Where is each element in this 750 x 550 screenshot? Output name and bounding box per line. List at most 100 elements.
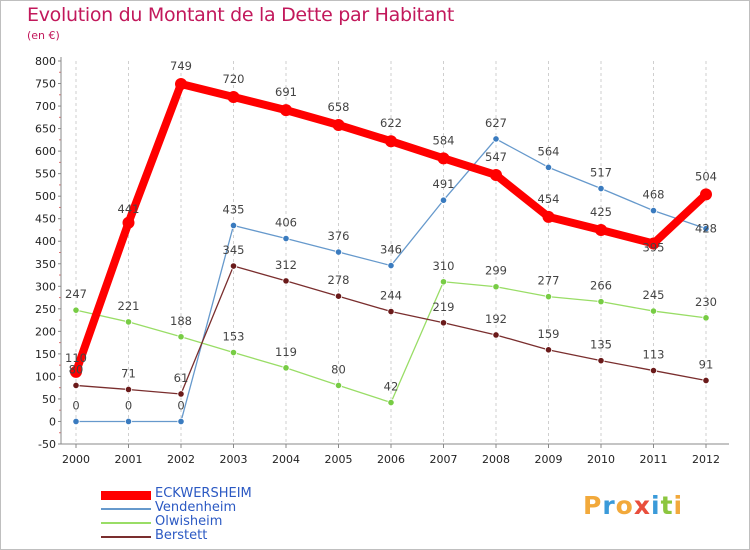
y-tick-label-700: 700 — [35, 100, 56, 113]
point-vendenheim-2009 — [544, 163, 553, 171]
data-label-berstett-2010: 135 — [590, 338, 612, 352]
y-tick-label-200: 200 — [35, 325, 56, 338]
proxiti-logo: Proxiti — [583, 491, 683, 520]
point-berstett-2008 — [492, 331, 500, 339]
point-vendenheim-2000 — [72, 417, 80, 426]
legend-swatch — [101, 536, 151, 538]
x-tick-label-2008: 2008 — [482, 453, 510, 466]
data-label-eckwersheim-2010: 425 — [590, 205, 612, 219]
data-label-eckwersheim-2009: 454 — [538, 192, 560, 206]
x-tick-label-2003: 2003 — [220, 453, 248, 466]
point-eckwersheim-2007 — [437, 152, 450, 165]
legend-swatch — [101, 491, 151, 500]
x-tick-label-2002: 2002 — [167, 453, 195, 466]
x-tick-label-2011: 2011 — [640, 453, 668, 466]
data-label-eckwersheim-2007: 584 — [433, 133, 455, 147]
data-label-eckwersheim-2006: 622 — [380, 116, 402, 130]
x-tick-label-2005: 2005 — [325, 453, 353, 466]
point-olwisheim-2006 — [387, 398, 395, 407]
point-vendenheim-2003 — [229, 221, 238, 230]
point-eckwersheim-2002 — [175, 77, 187, 90]
point-olwisheim-2009 — [544, 293, 553, 301]
point-berstett-2000 — [72, 381, 80, 390]
x-tick-label-2006: 2006 — [377, 453, 405, 466]
data-label-vendenheim-2003: 435 — [223, 202, 245, 216]
y-tick-label-550: 550 — [35, 168, 56, 181]
point-olwisheim-2011 — [649, 307, 658, 315]
data-label-olwisheim-2010: 266 — [590, 279, 612, 293]
point-olwisheim-2001 — [124, 318, 133, 326]
data-label-eckwersheim-2003: 720 — [223, 72, 245, 86]
legend-swatch — [101, 508, 151, 510]
point-berstett-2007 — [439, 319, 448, 327]
y-tick-label-300: 300 — [35, 280, 56, 293]
logo-letter: i — [673, 491, 684, 520]
data-label-vendenheim-2012: 428 — [695, 222, 717, 236]
logo-letter: t — [660, 491, 674, 520]
data-label-vendenheim-2002: 0 — [177, 398, 184, 412]
data-label-olwisheim-2012: 230 — [695, 295, 717, 309]
data-label-berstett-2005: 278 — [328, 273, 350, 287]
y-tick-label-650: 650 — [35, 123, 56, 136]
legend-label: Vendenheim — [155, 500, 237, 515]
data-label-berstett-2006: 244 — [380, 289, 402, 303]
point-vendenheim-2012 — [702, 225, 710, 233]
point-berstett-2001 — [124, 385, 133, 394]
data-label-eckwersheim-2000: 110 — [65, 351, 87, 365]
data-label-vendenheim-2009: 564 — [538, 144, 560, 158]
legend-label: Berstett — [155, 528, 208, 543]
x-tick-label-2007: 2007 — [430, 453, 458, 466]
point-berstett-2004 — [282, 277, 290, 285]
point-olwisheim-2007 — [439, 278, 448, 286]
point-berstett-2005 — [334, 292, 343, 300]
y-tick-label-400: 400 — [35, 235, 56, 248]
data-label-berstett-2001: 71 — [121, 366, 136, 380]
data-label-vendenheim-2007: 491 — [433, 177, 455, 191]
point-eckwersheim-2003 — [227, 91, 240, 104]
y-tick-label-600: 600 — [35, 145, 56, 158]
x-tick-label-2010: 2010 — [587, 453, 615, 466]
y-tick-label-450: 450 — [35, 213, 56, 226]
data-label-olwisheim-2007: 310 — [433, 259, 455, 273]
y-tick-label-500: 500 — [35, 190, 56, 203]
y-tick-label-750: 750 — [35, 78, 56, 91]
point-eckwersheim-2011 — [647, 237, 660, 250]
data-label-vendenheim-2010: 517 — [590, 166, 612, 180]
point-olwisheim-2004 — [282, 364, 290, 372]
data-label-olwisheim-2000: 247 — [65, 287, 87, 301]
logo-letter: x — [633, 491, 651, 520]
data-label-berstett-2012: 91 — [699, 357, 714, 371]
y-tick-label-150: 150 — [35, 348, 56, 361]
data-label-berstett-2002: 61 — [174, 371, 189, 385]
data-label-olwisheim-2003: 153 — [223, 330, 245, 344]
x-tick-label-2004: 2004 — [272, 453, 300, 466]
point-olwisheim-2012 — [702, 314, 710, 322]
data-label-eckwersheim-2008: 547 — [485, 150, 507, 164]
point-olwisheim-2003 — [229, 348, 238, 357]
x-tick-label-2000: 2000 — [62, 453, 90, 466]
data-label-vendenheim-2004: 406 — [275, 216, 297, 230]
data-label-vendenheim-2005: 376 — [328, 229, 350, 243]
point-berstett-2011 — [649, 366, 658, 375]
data-label-olwisheim-2005: 80 — [331, 362, 346, 376]
data-label-olwisheim-2004: 119 — [275, 345, 297, 359]
y-tick-label-800: 800 — [35, 55, 56, 68]
y-tick-label--50: -50 — [38, 438, 56, 451]
data-label-eckwersheim-2005: 658 — [328, 100, 350, 114]
point-vendenheim-2001 — [124, 417, 133, 426]
data-label-olwisheim-2009: 277 — [538, 274, 560, 288]
point-eckwersheim-2000 — [70, 365, 82, 378]
data-label-berstett-2008: 192 — [485, 312, 507, 326]
data-label-eckwersheim-2004: 691 — [275, 85, 297, 99]
x-tick-label-2001: 2001 — [115, 453, 143, 466]
logo-letter: r — [602, 491, 616, 520]
data-label-vendenheim-2011: 468 — [643, 188, 665, 202]
chart-subtitle: (en €) — [27, 29, 60, 42]
point-eckwersheim-2008 — [490, 168, 502, 181]
data-label-eckwersheim-2011: 395 — [643, 240, 665, 254]
legend-label: Olwisheim — [155, 514, 223, 529]
data-label-berstett-2003: 345 — [223, 243, 245, 257]
point-berstett-2003 — [229, 262, 238, 270]
